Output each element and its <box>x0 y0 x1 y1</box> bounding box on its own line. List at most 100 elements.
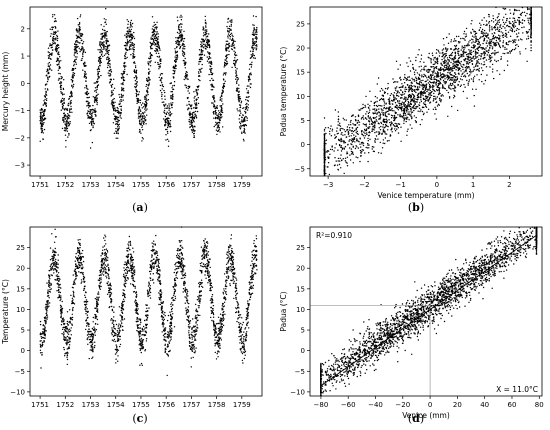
scatter-point <box>221 111 224 114</box>
scatter-point <box>109 73 111 75</box>
scatter-point <box>400 89 402 92</box>
scatter-point <box>463 64 465 66</box>
scatter-point <box>44 88 46 90</box>
scatter-point <box>497 60 499 62</box>
scatter-point <box>152 25 154 28</box>
scatter-point <box>204 45 207 47</box>
scatter-point <box>488 50 490 52</box>
scatter-point <box>215 121 217 124</box>
scatter-point <box>78 22 81 24</box>
scatter-point <box>391 110 393 112</box>
scatter-point <box>399 113 401 116</box>
scatter-point <box>184 48 186 50</box>
scatter-point <box>79 42 81 44</box>
scatter-point <box>530 49 532 52</box>
scatter-point <box>245 115 247 118</box>
scatter-point <box>379 141 381 144</box>
scatter-point <box>120 83 123 85</box>
scatter-point <box>73 54 76 56</box>
scatter-point <box>202 46 204 48</box>
scatter-point <box>426 111 428 113</box>
scatter-point <box>108 57 111 60</box>
scatter-point <box>218 111 221 114</box>
scatter-point <box>189 123 191 126</box>
y-tick-label: −2 <box>15 134 25 142</box>
scatter-point <box>115 120 117 123</box>
scatter-point <box>374 127 376 129</box>
scatter-point <box>346 126 349 128</box>
scatter-point <box>432 54 434 57</box>
scatter-point <box>113 113 115 115</box>
scatter-point <box>205 26 207 28</box>
scatter-point <box>433 95 435 98</box>
scatter-point <box>334 157 336 159</box>
scatter-point <box>512 48 514 51</box>
scatter-point <box>404 76 406 79</box>
scatter-point <box>249 74 251 76</box>
scatter-point <box>366 111 368 113</box>
scatter-point <box>448 33 450 35</box>
scatter-point <box>222 78 225 80</box>
scatter-point <box>89 117 91 119</box>
scatter-point <box>326 151 328 153</box>
scatter-point <box>79 14 82 16</box>
scatter-point <box>526 60 528 62</box>
scatter-point <box>494 32 496 34</box>
x-tick-label: 1754 <box>107 181 125 189</box>
scatter-point <box>451 54 453 57</box>
scatter-point <box>416 105 418 108</box>
scatter-point <box>436 105 439 107</box>
scatter-point <box>405 120 407 123</box>
scatter-point <box>41 111 44 113</box>
scatter-point <box>437 76 440 78</box>
scatter-point <box>243 140 245 142</box>
scatter-point <box>507 52 510 54</box>
scatter-point <box>344 160 347 162</box>
scatter-point <box>203 47 205 49</box>
scatter-point <box>88 96 91 99</box>
scatter-point <box>356 126 359 129</box>
scatter-point <box>358 109 360 111</box>
scatter-point <box>69 122 71 125</box>
x-tick-label: 1758 <box>208 181 226 189</box>
scatter-point <box>39 140 41 142</box>
scatter-point <box>369 116 372 118</box>
scatter-point <box>165 113 167 115</box>
scatter-point <box>41 115 43 117</box>
scatter-point <box>349 139 351 141</box>
scatter-point <box>469 68 471 71</box>
scatter-point <box>68 124 71 126</box>
scatter-point <box>454 72 456 74</box>
scatter-point <box>211 73 214 76</box>
scatter-point <box>385 118 388 121</box>
scatter-point <box>208 73 210 76</box>
scatter-point <box>401 83 403 85</box>
scatter-point <box>494 36 497 38</box>
scatter-point <box>335 143 337 145</box>
scatter-point <box>219 131 221 133</box>
scatter-point <box>204 15 206 18</box>
scatter-point <box>377 138 379 140</box>
scatter-point <box>68 132 70 135</box>
scatter-point <box>355 131 357 134</box>
scatter-point <box>206 46 209 48</box>
scatter-point <box>98 68 100 70</box>
scatter-point <box>475 63 478 65</box>
scatter-point <box>245 111 247 113</box>
scatter-point <box>379 117 382 119</box>
scatter-point <box>395 116 398 119</box>
y-tick-label: 0 <box>21 80 25 88</box>
scatter-point <box>218 128 220 130</box>
scatter-point <box>475 65 477 68</box>
scatter-point <box>238 84 240 86</box>
scatter-point <box>218 127 220 129</box>
scatter-point <box>252 41 254 43</box>
scatter-point <box>206 56 208 58</box>
scatter-point <box>453 81 455 84</box>
scatter-point <box>502 21 505 24</box>
scatter-point <box>178 26 180 28</box>
scatter-point <box>149 79 151 81</box>
scatter-point <box>60 91 62 93</box>
scatter-point <box>61 93 64 96</box>
scatter-point <box>81 59 83 62</box>
